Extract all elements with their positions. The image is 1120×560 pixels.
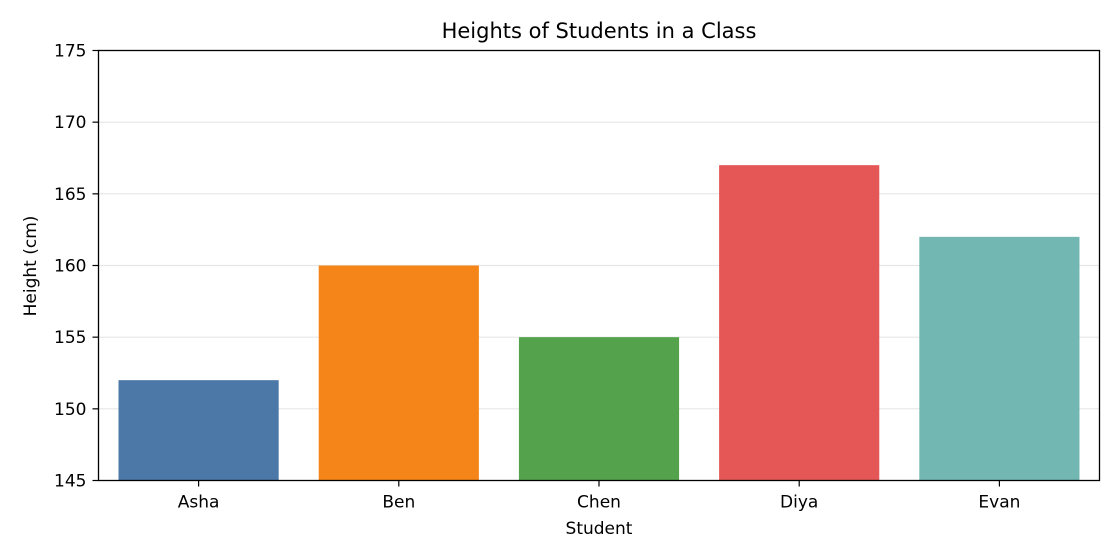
- x-tick-label: Asha: [178, 493, 220, 513]
- y-tick-label: 160: [54, 257, 86, 277]
- y-tick-label: 170: [54, 113, 86, 133]
- bar-evan: [919, 236, 1080, 481]
- bar-diya: [719, 165, 880, 481]
- y-tick-label: 175: [54, 42, 86, 62]
- y-tick-label: 155: [54, 328, 86, 348]
- x-tick-label: Diya: [780, 493, 818, 513]
- y-ticks: 145 150 155 160 165 170 175: [54, 42, 99, 492]
- bar-ben: [318, 265, 479, 481]
- x-tick-label: Ben: [382, 493, 415, 513]
- x-tick-label: Evan: [978, 493, 1020, 513]
- y-tick-label: 145: [54, 472, 86, 492]
- chart-title: Heights of Students in a Class: [442, 19, 757, 43]
- y-tick-label: 165: [54, 185, 86, 205]
- x-tick-label: Chen: [577, 493, 621, 513]
- y-tick-label: 150: [54, 400, 86, 420]
- y-axis-title: Height (cm): [21, 216, 41, 317]
- bar-chen: [518, 337, 680, 481]
- bar-asha: [118, 380, 279, 481]
- x-ticks: Asha Ben Chen Diya Evan: [178, 480, 1020, 513]
- bars: [118, 165, 1080, 481]
- x-axis-title: Student: [566, 519, 633, 539]
